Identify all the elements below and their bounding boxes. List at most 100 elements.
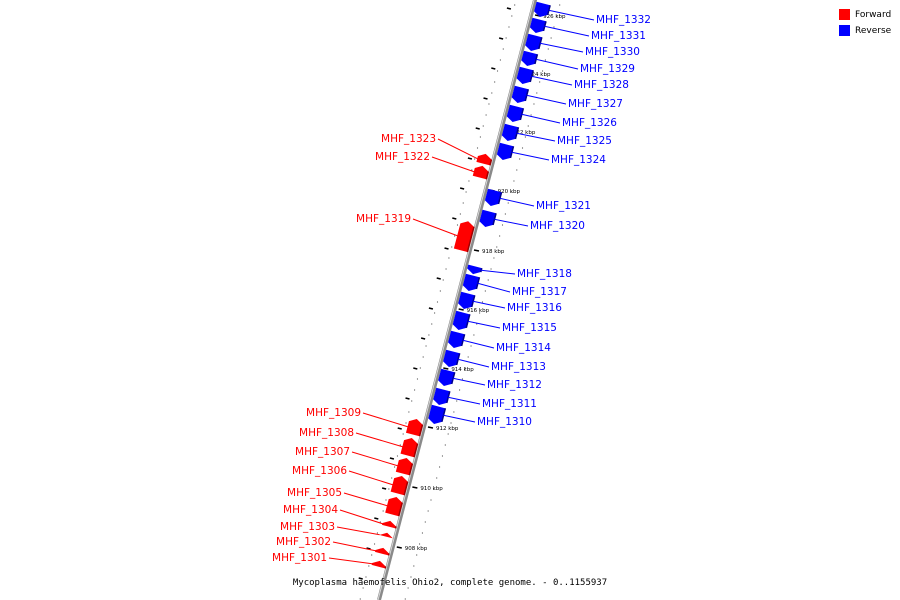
gene-leader-line	[472, 300, 506, 309]
gene-label: MHF_1329	[580, 63, 635, 75]
guide-dot	[559, 4, 561, 6]
kbp-label: 922 kbp	[513, 130, 536, 136]
guide-dot	[504, 213, 506, 215]
gene-body	[511, 85, 529, 104]
minor-tick	[428, 307, 434, 310]
gene-leader-line	[336, 526, 380, 536]
gene-leader-line	[499, 197, 535, 207]
guide-dot	[414, 389, 416, 391]
gene-label: MHF_1317	[512, 286, 567, 298]
gene-mhf-1326	[506, 104, 525, 123]
minor-tick	[358, 577, 363, 580]
guide-dot	[422, 356, 424, 358]
minor-tick	[366, 547, 371, 550]
gene-body	[506, 104, 524, 123]
guide-dot	[430, 499, 432, 501]
guide-dot	[376, 532, 379, 534]
gene-leader-line	[362, 412, 408, 428]
guide-dot	[431, 323, 433, 325]
guide-dot	[419, 367, 421, 369]
gene-shade	[485, 171, 490, 180]
gene-leader-line	[343, 492, 388, 507]
minor-tick	[459, 187, 465, 190]
guide-dot	[539, 81, 541, 83]
guide-dot	[418, 543, 421, 545]
gene-leader-line	[447, 396, 481, 405]
gene-leader-line	[332, 541, 376, 552]
gene-leader-line	[452, 377, 486, 386]
guide-dot	[371, 554, 373, 556]
guide-dot	[470, 345, 472, 347]
gene-body	[381, 520, 397, 529]
guide-dot	[399, 444, 401, 446]
gene-leader-line	[457, 358, 490, 368]
guide-dot	[433, 488, 435, 490]
legend-reverse-label: Reverse	[855, 25, 892, 36]
gene-leader-line	[351, 451, 398, 467]
guide-dot	[550, 37, 552, 39]
minor-tick	[420, 337, 426, 340]
guide-dot	[416, 554, 418, 556]
gene-label: MHF_1330	[585, 46, 640, 58]
guide-dot	[490, 268, 492, 270]
gene-body	[448, 330, 465, 349]
gene-leader-line	[443, 414, 476, 423]
gene-body	[433, 387, 450, 406]
gene-mhf-1303	[379, 532, 393, 539]
gene-body	[467, 264, 482, 275]
minor-tick	[436, 277, 441, 280]
guide-dot	[473, 334, 475, 336]
guide-dot	[402, 433, 404, 435]
guide-dot	[516, 169, 518, 171]
genome-caption: Mycoplasma haemofelis Ohio2, complete ge…	[292, 578, 608, 588]
gene-leader-line	[477, 282, 511, 293]
guide-dot	[405, 422, 407, 424]
guide-dot	[404, 598, 406, 600]
gene-label: MHF_1321	[536, 200, 591, 212]
guide-dot	[451, 246, 453, 248]
gene-shade	[397, 502, 403, 517]
gene-mhf-1327	[511, 85, 530, 104]
guide-dot	[459, 213, 461, 215]
gene-label: MHF_1312	[487, 379, 542, 391]
gene-label: MHF_1318	[517, 268, 572, 280]
guide-dot	[462, 202, 464, 204]
gene-mhf-1329	[521, 50, 539, 67]
guide-dot	[479, 312, 481, 314]
guide-dot	[533, 103, 535, 105]
guide-dot	[487, 279, 489, 281]
minor-tick	[389, 457, 395, 460]
guide-dot	[424, 521, 426, 523]
guide-dot	[427, 510, 429, 512]
guide-dot	[527, 125, 529, 127]
guide-dot	[436, 477, 438, 479]
legend-forward-swatch	[839, 9, 850, 20]
minor-tick	[467, 157, 473, 160]
gene-body	[443, 349, 460, 368]
guide-dot	[388, 488, 390, 490]
gene-mhf-1304	[381, 520, 397, 529]
major-tick	[443, 367, 449, 370]
gene-mhf-1319	[453, 221, 475, 253]
guide-dot	[556, 15, 558, 17]
gene-body	[458, 291, 475, 310]
gene-body	[395, 457, 413, 476]
gene-shade	[489, 159, 493, 166]
gene-label: MHF_1315	[502, 322, 557, 334]
minor-tick	[405, 397, 410, 400]
minor-tick	[381, 487, 387, 490]
gene-leader-line	[467, 320, 501, 329]
guide-dot	[442, 279, 444, 281]
gene-mhf-1306	[390, 476, 409, 496]
guide-dot	[421, 532, 424, 534]
gene-leader-line	[548, 9, 595, 21]
guide-dot	[507, 202, 509, 204]
minor-tick	[475, 127, 480, 130]
guide-dot	[479, 136, 481, 138]
gene-leader-line	[328, 557, 373, 565]
major-tick	[427, 426, 434, 429]
guide-dot	[502, 48, 504, 50]
guide-dot	[438, 466, 441, 468]
minor-tick	[452, 217, 457, 220]
